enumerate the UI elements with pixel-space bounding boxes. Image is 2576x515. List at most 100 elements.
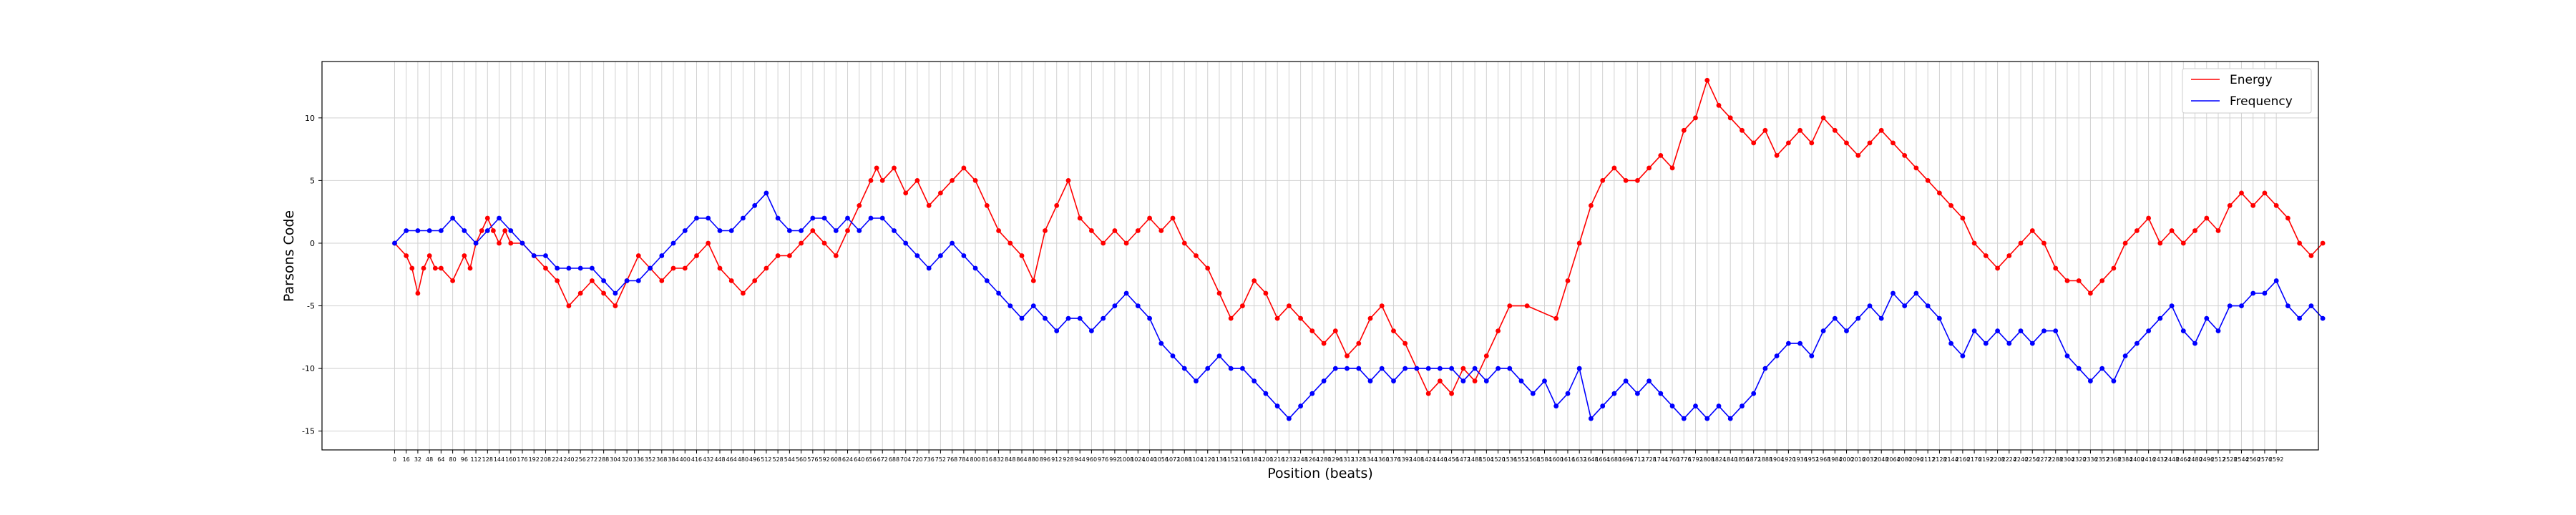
frequency-point <box>1786 340 1791 346</box>
energy-point <box>2157 240 2163 246</box>
frequency-point <box>1820 328 1826 333</box>
x-tick-label: 2304 <box>2060 456 2074 463</box>
frequency-point <box>1740 403 1745 409</box>
frequency-point <box>415 228 421 233</box>
frequency-point <box>1135 303 1141 308</box>
x-tick-label: 1056 <box>1154 456 1169 463</box>
energy-point <box>1391 328 1396 333</box>
frequency-point <box>2088 378 2093 384</box>
energy-point <box>613 303 618 308</box>
x-tick-label: 2384 <box>2118 456 2132 463</box>
energy-point <box>2029 228 2035 233</box>
frequency-point <box>2192 340 2197 346</box>
frequency-point <box>497 215 502 221</box>
frequency-point <box>1646 378 1652 384</box>
frequency-point <box>1065 315 1071 321</box>
energy-point <box>1937 190 1942 196</box>
energy-point <box>879 178 885 183</box>
x-tick-label: 2048 <box>1874 456 1888 463</box>
x-tick-label: 768 <box>947 456 957 463</box>
x-tick-label: 1568 <box>1526 456 1540 463</box>
x-tick-label: 256 <box>575 456 586 463</box>
energy-point <box>950 178 955 183</box>
x-tick-label: 1936 <box>1792 456 1807 463</box>
energy-point <box>1228 315 1234 321</box>
x-tick-label: 1856 <box>1735 456 1749 463</box>
frequency-point <box>2227 303 2233 308</box>
x-tick-label: 512 <box>761 456 771 463</box>
frequency-point <box>1913 290 1919 296</box>
frequency-point <box>555 265 560 271</box>
frequency-point <box>892 228 897 233</box>
x-tick-label: 912 <box>1051 456 1062 463</box>
frequency-point <box>2018 328 2024 333</box>
frequency-point <box>2029 340 2035 346</box>
x-tick-label: 1072 <box>1166 456 1180 463</box>
x-tick-label: 1680 <box>1607 456 1621 463</box>
axis-ticks: 0 16 32 48 64 80 96 112 128 144 160 176 192 208 224 240… <box>302 114 2283 463</box>
energy-point <box>810 228 816 233</box>
x-tick-label: 224 <box>552 456 562 463</box>
energy-point <box>497 240 502 246</box>
frequency-point <box>972 265 978 271</box>
energy-point <box>868 178 874 183</box>
x-tick-label: 208 <box>540 456 551 463</box>
frequency-point <box>543 253 548 258</box>
y-tick-label: -5 <box>307 302 315 311</box>
energy-point <box>1147 215 1152 221</box>
x-tick-label: 112 <box>470 456 481 463</box>
energy-point <box>1089 228 1094 233</box>
energy-point <box>1809 140 1815 146</box>
x-tick-label: 608 <box>831 456 841 463</box>
energy-point <box>1496 328 1501 333</box>
frequency-point <box>2273 278 2279 283</box>
x-tick-label: 2064 <box>1885 456 1900 463</box>
frequency-point <box>1101 315 1106 321</box>
energy-point <box>1576 240 1582 246</box>
x-tick-label: 480 <box>738 456 748 463</box>
energy-point <box>450 278 455 283</box>
x-axis-label: Position (beats) <box>1267 466 1373 481</box>
frequency-point <box>2053 328 2059 333</box>
x-tick-label: 96 <box>461 456 468 463</box>
energy-point <box>415 290 421 296</box>
energy-point <box>1170 215 1176 221</box>
x-tick-label: 1488 <box>1468 456 1482 463</box>
energy-point <box>2018 240 2024 246</box>
frequency-point <box>1298 403 1303 409</box>
x-tick-label: 400 <box>680 456 691 463</box>
frequency-point <box>1832 315 1838 321</box>
frequency-point <box>1309 391 1315 396</box>
frequency-point <box>810 215 816 221</box>
energy-point <box>984 203 990 208</box>
frequency-point <box>1043 315 1048 321</box>
frequency-point <box>984 278 990 283</box>
frequency-point <box>566 265 572 271</box>
energy-point <box>752 278 758 283</box>
frequency-point <box>1030 303 1036 308</box>
energy-point <box>1553 315 1559 321</box>
x-tick-label: 2320 <box>2072 456 2086 463</box>
frequency-point <box>450 215 455 221</box>
x-tick-label: 1184 <box>1246 456 1261 463</box>
energy-series <box>392 77 2326 396</box>
energy-point <box>1751 140 1757 146</box>
energy-point <box>1890 140 1896 146</box>
x-tick-label: 352 <box>645 456 655 463</box>
frequency-point <box>577 265 583 271</box>
energy-point <box>2146 215 2152 221</box>
energy-point <box>1740 127 1745 133</box>
energy-point <box>1181 240 1187 246</box>
frequency-point <box>1379 366 1385 371</box>
energy-point <box>2006 253 2012 258</box>
x-tick-label: 864 <box>1016 456 1027 463</box>
energy-point <box>706 240 711 246</box>
energy-point <box>1298 315 1303 321</box>
energy-point <box>903 190 909 196</box>
frequency-point <box>1797 340 1803 346</box>
frequency-point <box>845 215 850 221</box>
energy-point <box>421 265 426 271</box>
frequency-point <box>1332 366 1338 371</box>
x-tick-label: 272 <box>587 456 597 463</box>
energy-point <box>432 265 438 271</box>
